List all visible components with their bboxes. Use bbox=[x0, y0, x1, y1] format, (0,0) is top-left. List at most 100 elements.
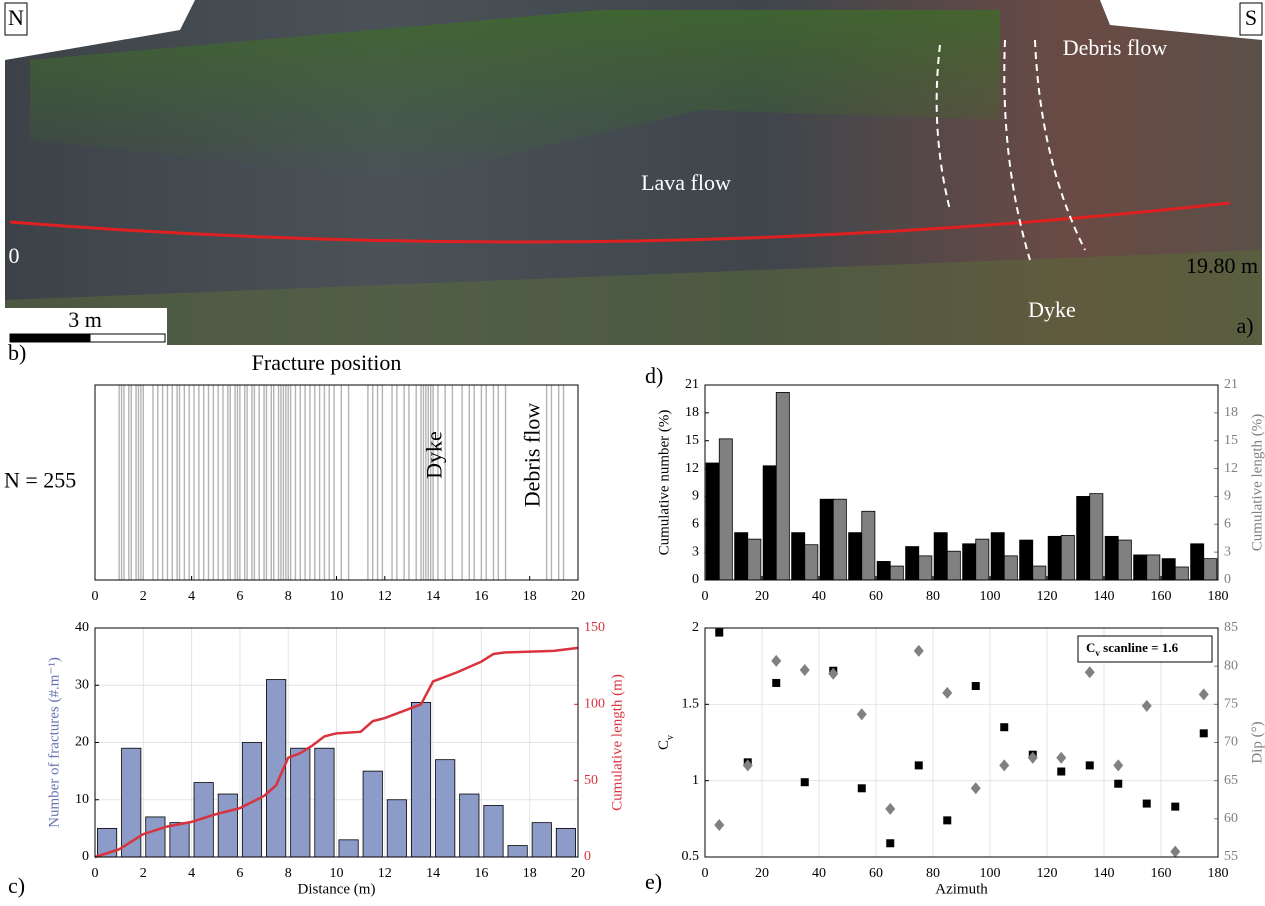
x-tick-label: 4 bbox=[188, 866, 195, 881]
plot-marks bbox=[94, 646, 579, 859]
y-tick-label: 21 bbox=[685, 377, 699, 392]
bar bbox=[555, 827, 576, 858]
bar bbox=[791, 532, 806, 581]
bar bbox=[876, 561, 891, 581]
bar bbox=[290, 747, 311, 858]
x-tick-label: 8 bbox=[285, 589, 292, 604]
annotation: N = 255 bbox=[4, 468, 76, 493]
contact-lines bbox=[935, 39, 1086, 261]
bar bbox=[946, 550, 961, 581]
x-tick-label: 12 bbox=[378, 589, 392, 604]
diamond-marker bbox=[799, 663, 810, 676]
ground bbox=[5, 250, 1262, 345]
y2-tick-label: 9 bbox=[1224, 489, 1231, 504]
x-tick-label: 12 bbox=[378, 866, 392, 881]
y-axis-label-part: v bbox=[665, 735, 676, 740]
diamond-marker bbox=[999, 759, 1010, 772]
square-marker bbox=[715, 628, 724, 637]
x-tick-label: 16 bbox=[474, 589, 488, 604]
bar bbox=[1047, 535, 1062, 581]
plot-marks bbox=[118, 385, 565, 580]
bar bbox=[386, 799, 407, 858]
y-axis-label: Cumulative number (%) bbox=[656, 410, 672, 556]
square-marker bbox=[1057, 767, 1066, 776]
x-tick-label: 4 bbox=[188, 589, 195, 604]
diamond-marker bbox=[1170, 845, 1181, 858]
y2-axis-label: Dip (°) bbox=[1249, 721, 1265, 763]
bar bbox=[705, 462, 720, 581]
y2-tick-label: 65 bbox=[1224, 773, 1238, 788]
x-tick-label: 100 bbox=[980, 589, 1001, 604]
square-marker bbox=[1114, 779, 1123, 788]
y2-tick-label: 75 bbox=[1224, 697, 1238, 712]
bar bbox=[1146, 554, 1161, 581]
x-axis-label: Distance (m) bbox=[298, 881, 376, 897]
y2-tick-label: 50 bbox=[584, 773, 598, 788]
panel-label: c) bbox=[8, 873, 25, 898]
bar bbox=[1060, 535, 1075, 581]
y-tick-label: 20 bbox=[75, 735, 89, 750]
bar bbox=[314, 747, 335, 858]
x-tick-label: 80 bbox=[926, 589, 940, 604]
y-tick-label: 30 bbox=[75, 677, 89, 692]
y2-tick-label: 18 bbox=[1224, 405, 1238, 420]
x-tick-label: 16 bbox=[474, 866, 488, 881]
scanline bbox=[9, 201, 1231, 244]
bar bbox=[1089, 493, 1104, 581]
x-axis-label: Azimuth bbox=[935, 881, 988, 897]
y-axis-label: Number of fractures (#.m⁻¹) bbox=[46, 657, 62, 828]
bar bbox=[1003, 555, 1018, 581]
square-marker bbox=[943, 816, 952, 825]
y-tick-label: 1 bbox=[692, 773, 699, 788]
square-marker bbox=[1142, 799, 1151, 808]
y-tick-label: 2 bbox=[692, 620, 699, 635]
bar bbox=[804, 544, 819, 581]
x-tick-label: 14 bbox=[426, 866, 440, 881]
y-axis-label: Cv bbox=[656, 735, 675, 750]
bar bbox=[362, 770, 383, 858]
bar bbox=[483, 805, 504, 858]
square-marker bbox=[1000, 723, 1009, 732]
x-tick-label: 80 bbox=[926, 866, 940, 881]
south-label: S bbox=[1245, 5, 1257, 30]
annotation-part: v bbox=[1095, 648, 1100, 658]
bar bbox=[848, 532, 863, 581]
square-marker bbox=[971, 682, 980, 691]
bar bbox=[1161, 558, 1176, 581]
x-tick-label: 10 bbox=[330, 589, 344, 604]
bar bbox=[962, 543, 977, 581]
bar bbox=[1032, 565, 1047, 581]
cumulative-line bbox=[94, 646, 579, 859]
bar bbox=[933, 532, 948, 581]
y-tick-label: 1.5 bbox=[682, 697, 700, 712]
bar bbox=[338, 839, 359, 858]
bar bbox=[410, 702, 432, 858]
x-tick-label: 100 bbox=[980, 866, 1001, 881]
bar bbox=[905, 546, 920, 581]
diamond-marker bbox=[885, 802, 896, 815]
bar bbox=[145, 816, 166, 858]
x-tick-label: 120 bbox=[1037, 866, 1058, 881]
annotation: Cv scanline = 1.6 bbox=[1086, 640, 1179, 658]
x-tick-label: 180 bbox=[1208, 589, 1229, 604]
bar bbox=[819, 498, 834, 581]
plot-marks bbox=[714, 628, 1209, 858]
plot-frame bbox=[704, 384, 1219, 581]
photo-panel: N S Debris flow Lava flow 0 19.80 m Dyke… bbox=[4, 0, 1263, 345]
x-tick-label: 6 bbox=[236, 866, 243, 881]
y-tick-label: 0.5 bbox=[682, 849, 700, 864]
y2-tick-label: 0 bbox=[1224, 572, 1231, 587]
y-tick-label: 0 bbox=[82, 849, 89, 864]
panel-label: d) bbox=[645, 363, 663, 388]
y2-tick-label: 0 bbox=[584, 849, 591, 864]
x-tick-label: 0 bbox=[702, 589, 709, 604]
diamond-marker bbox=[1113, 759, 1124, 772]
square-marker bbox=[1171, 802, 1180, 811]
diamond-marker bbox=[1141, 699, 1152, 712]
y2-axis-label: Cumulative length (%) bbox=[1249, 414, 1265, 551]
north-label: N bbox=[8, 5, 24, 30]
square-marker bbox=[914, 761, 923, 770]
vegetation bbox=[30, 10, 1000, 180]
